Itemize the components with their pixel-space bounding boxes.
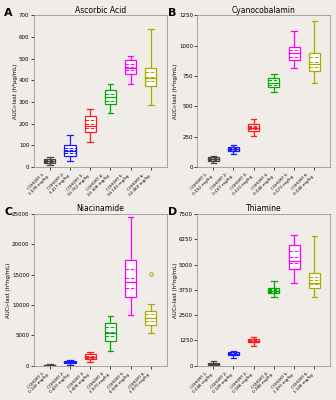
Title: Thiamine: Thiamine [246,204,282,214]
Bar [228,352,239,355]
Y-axis label: AUC₀-last (h*ng/mL): AUC₀-last (h*ng/mL) [173,262,177,318]
Bar [105,323,116,341]
Bar [125,260,136,297]
Bar [85,116,96,132]
Bar [309,53,320,71]
Bar [248,339,259,342]
Bar [85,354,96,359]
Bar [268,78,280,87]
Bar [44,365,55,366]
Bar [208,362,219,365]
Text: B: B [168,8,176,18]
Title: Niacinamide: Niacinamide [76,204,124,214]
Bar [105,90,116,104]
Bar [268,288,280,293]
Bar [44,159,55,163]
Bar [65,362,76,364]
Text: C: C [4,207,12,217]
Y-axis label: AUC₀-last (h*ng/mL): AUC₀-last (h*ng/mL) [6,262,10,318]
Bar [248,124,259,131]
Bar [289,47,300,60]
Bar [208,157,219,160]
Title: Ascorbic Acid: Ascorbic Acid [75,6,126,14]
Bar [145,310,156,324]
Text: A: A [4,8,13,18]
Bar [125,60,136,74]
Title: Cyanocobalamin: Cyanocobalamin [232,6,296,14]
Text: D: D [168,207,177,217]
Bar [309,273,320,288]
Bar [65,145,76,156]
Y-axis label: AUC₀-last (h*ng/mL): AUC₀-last (h*ng/mL) [173,64,177,119]
Bar [145,68,156,86]
Bar [228,147,239,151]
Y-axis label: AUC₀-last (h*µg/mL): AUC₀-last (h*µg/mL) [12,64,17,119]
Bar [289,246,300,269]
